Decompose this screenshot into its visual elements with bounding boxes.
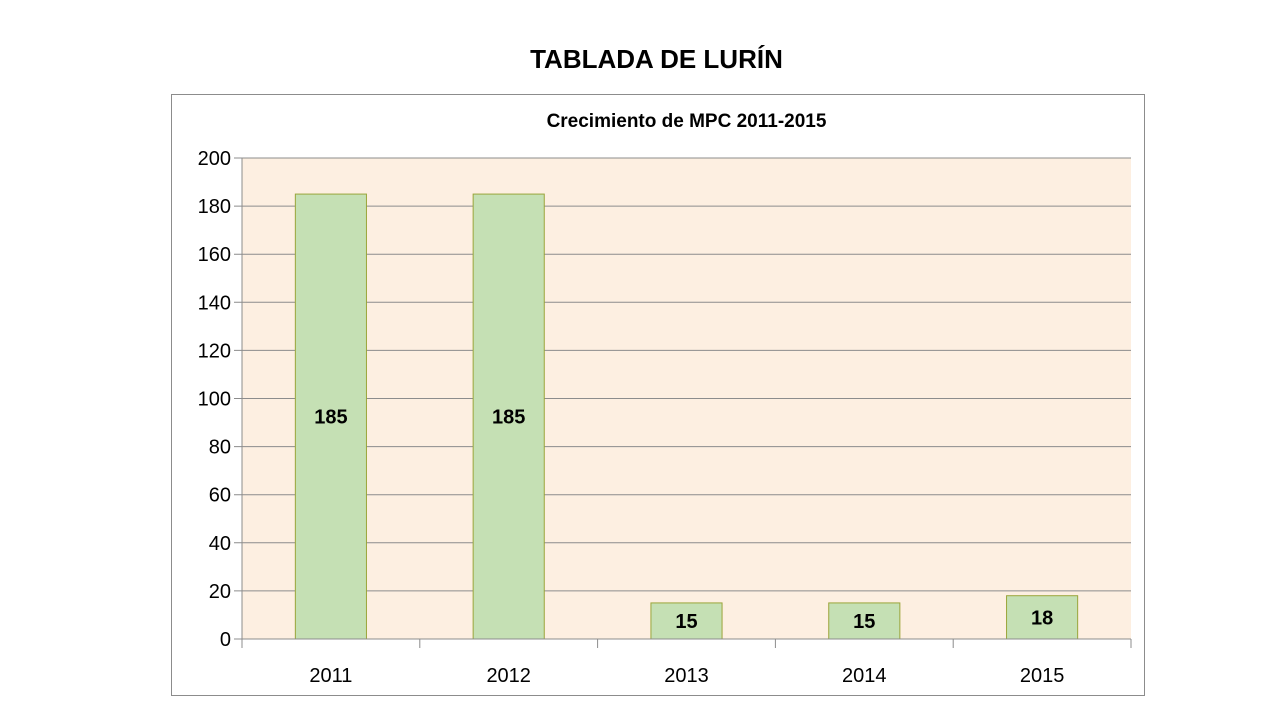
y-tick-label: 160: [198, 244, 231, 266]
bar-2014: [828, 602, 901, 640]
y-tick-label: 140: [198, 292, 231, 314]
x-tick-label: 2013: [664, 665, 709, 687]
bars: [294, 193, 1079, 640]
x-axis-ticks: 2011 2012 2013 2014 2015: [309, 665, 1064, 687]
x-tick-label: 2011: [309, 665, 352, 687]
bar-2013: [650, 602, 723, 640]
y-axis-ticks: 0 20 40 60 80 100 120 140 160 180 200: [198, 148, 231, 651]
x-tick-label: 2012: [486, 665, 531, 687]
data-label: 18: [1031, 607, 1053, 629]
data-label: 15: [853, 611, 875, 633]
y-tick-label: 0: [220, 629, 231, 651]
bar-2011: [294, 193, 367, 640]
y-tick-label: 120: [198, 340, 231, 362]
chart-title: Crecimiento de MPC 2011-2015: [547, 111, 827, 132]
x-tick-label: 2015: [1020, 665, 1065, 687]
data-label: 185: [314, 407, 347, 429]
y-tick-label: 80: [209, 437, 231, 459]
y-tick-label: 100: [198, 389, 231, 411]
gridlines: [234, 157, 1131, 640]
data-labels: 185 185 15 15 18: [314, 407, 1053, 633]
y-tick-label: 60: [209, 485, 231, 507]
data-label: 15: [675, 611, 697, 633]
slide-title: TABLADA DE LURÍN: [530, 44, 783, 74]
bar-2015: [1006, 595, 1079, 640]
bar-2012: [472, 193, 545, 640]
y-tick-label: 200: [198, 148, 231, 170]
y-tick-label: 20: [209, 581, 231, 603]
bar-chart: Crecimiento de MPC 2011-2015 0 20 40 60 80 10…: [198, 111, 1132, 687]
x-axis: [241, 158, 1132, 648]
y-tick-label: 40: [209, 533, 231, 555]
x-tick-label: 2014: [842, 665, 887, 687]
y-tick-label: 180: [198, 196, 231, 218]
data-label: 185: [492, 407, 525, 429]
